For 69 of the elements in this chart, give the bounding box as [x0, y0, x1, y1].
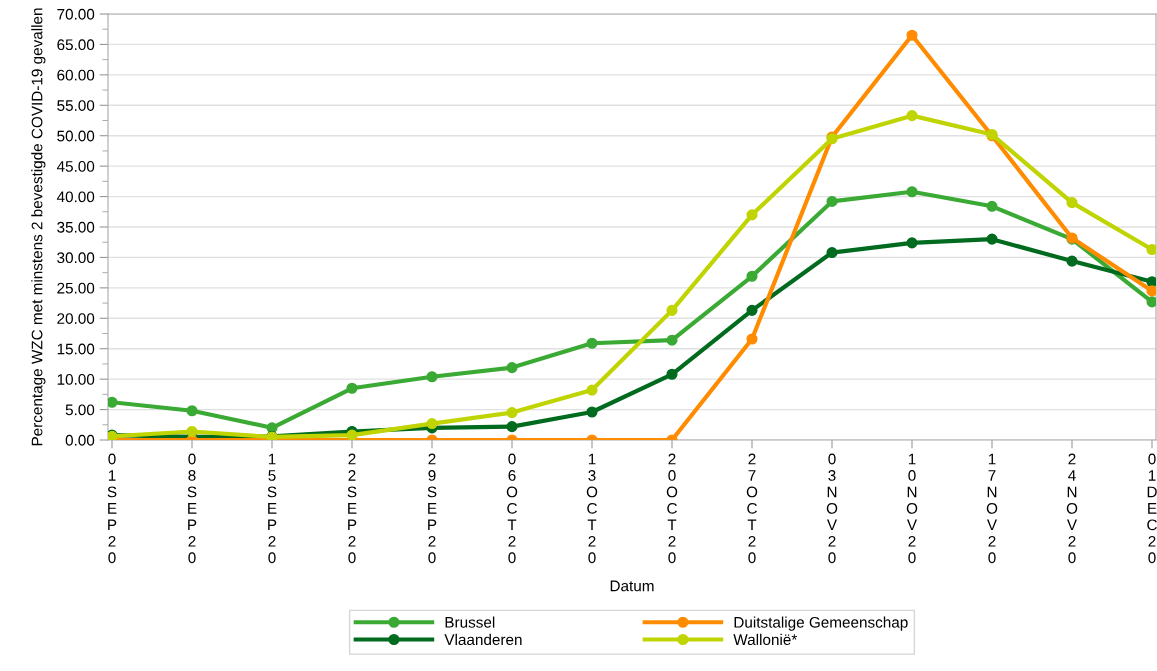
- point: [1146, 276, 1156, 288]
- y-tick-label: 35.00: [57, 221, 95, 233]
- point: [746, 270, 758, 282]
- point: [1066, 197, 1078, 209]
- y-tick-label: 45.00: [56, 161, 95, 172]
- point: [1066, 255, 1078, 267]
- y-tick-label: 25.00: [57, 282, 95, 294]
- point: [426, 418, 438, 430]
- point: [1146, 243, 1156, 256]
- point: [986, 200, 998, 212]
- x-tick-label: 22SEP20: [347, 453, 357, 564]
- point: [986, 233, 998, 245]
- legend-label: Duitstalige Gemeenschap: [734, 616, 908, 631]
- y-tick-label: 40.00: [56, 191, 95, 203]
- y-axis-title: Percentage WZC met minstens 2 bevestigde COVID-19 gevallen: [31, 8, 46, 446]
- x-tick-label: 20OCT20: [666, 453, 678, 564]
- x-tick-label: 29SEP20: [427, 453, 437, 564]
- x-tick-label: 15SEP20: [267, 453, 277, 564]
- point: [1146, 296, 1156, 308]
- point: [746, 304, 758, 316]
- point: [746, 333, 758, 345]
- point: [666, 368, 678, 380]
- x-tick-label: 08SEP20: [187, 453, 197, 564]
- point: [506, 362, 518, 374]
- point: [346, 429, 358, 440]
- y-tick-label: 10.00: [57, 374, 95, 385]
- y-tick-label: 0.00: [65, 434, 95, 446]
- x-axis-title: Datum: [610, 580, 654, 592]
- x-tick-label: 03NOV20: [826, 453, 838, 564]
- point: [506, 421, 518, 433]
- point: [108, 396, 118, 408]
- y-tick-label: 60.00: [57, 69, 95, 81]
- y-tick-label: 70.00: [57, 8, 95, 20]
- point: [906, 110, 918, 122]
- y-tick-label: 5.00: [65, 404, 95, 416]
- point: [906, 237, 918, 249]
- point: [426, 371, 438, 383]
- point: [586, 337, 598, 349]
- point: [666, 334, 678, 346]
- point: [586, 406, 598, 418]
- y-tick-label: 15.00: [57, 343, 95, 355]
- legend-label: Brussel: [445, 616, 495, 628]
- x-tick-label: 13OCT20: [586, 453, 598, 564]
- point: [666, 304, 678, 316]
- x-tick-label: 01DEC20: [1147, 453, 1157, 564]
- legend-label: Vlaanderen: [444, 633, 522, 646]
- point: [826, 195, 838, 207]
- point: [746, 209, 758, 221]
- x-tick-label: 27OCT20: [746, 453, 758, 564]
- y-tick-label: 50.00: [57, 130, 95, 142]
- point: [906, 29, 918, 41]
- y-tick-label: 65.00: [57, 39, 95, 51]
- point: [186, 405, 198, 417]
- x-tick-label: 06OCT20: [506, 453, 518, 564]
- point: [1146, 285, 1156, 297]
- x-tick-label: 10NOV20: [906, 453, 918, 564]
- point: [506, 407, 518, 419]
- y-tick-label: 55.00: [57, 100, 95, 111]
- point: [826, 247, 838, 259]
- x-tick-label: 24NOV20: [1066, 453, 1078, 564]
- y-tick-label: 20.00: [57, 313, 95, 324]
- point: [346, 382, 358, 394]
- x-tick-label: 01SEP20: [107, 453, 117, 564]
- point: [906, 186, 918, 198]
- point: [586, 384, 598, 396]
- y-tick-label: 30.00: [57, 252, 95, 264]
- legend-label: Wallonië*: [733, 633, 798, 646]
- point: [186, 425, 198, 438]
- x-tick-label: 17NOV20: [986, 453, 998, 564]
